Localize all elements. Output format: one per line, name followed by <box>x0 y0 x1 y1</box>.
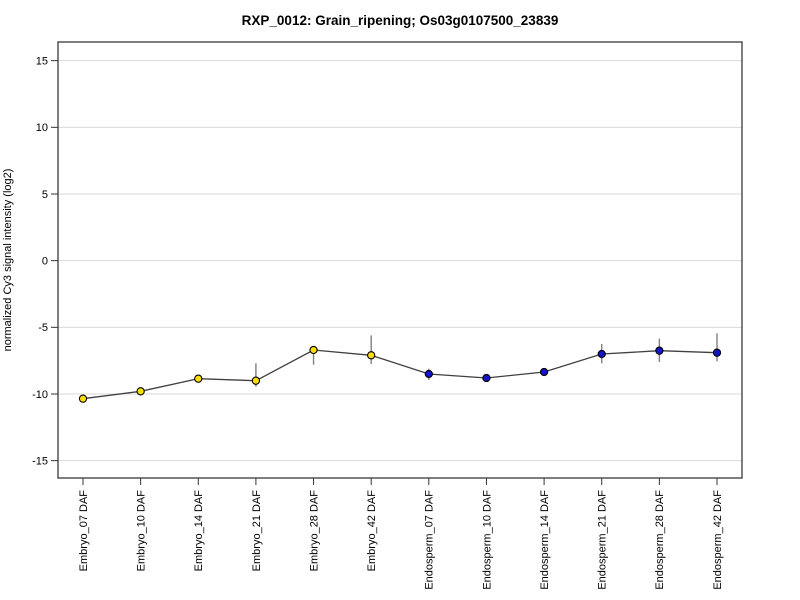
y-tick-label: -10 <box>32 389 48 401</box>
series-line <box>82 349 718 400</box>
x-tick-label: Endosperm_42 DAF <box>712 490 724 590</box>
x-tick-label: Endosperm_07 DAF <box>424 490 436 590</box>
y-tick-label: 0 <box>42 255 48 267</box>
x-tick-label: Embryo_28 DAF <box>308 490 320 572</box>
data-point <box>194 374 203 383</box>
data-point <box>136 387 145 396</box>
data-point <box>251 376 261 385</box>
x-tick-label: Embryo_14 DAF <box>193 490 205 572</box>
x-tick-label: Embryo_21 DAF <box>251 490 263 572</box>
y-tick-label: 10 <box>36 122 48 134</box>
data-points <box>78 345 722 403</box>
data-point <box>597 349 606 359</box>
y-tick-label: 15 <box>36 55 48 67</box>
y-tick-label: -15 <box>32 455 48 467</box>
y-tick-labels: 15 10 5 0 -5 -10 -15 <box>32 55 48 467</box>
data-point <box>309 345 318 355</box>
y-tick-label: 5 <box>42 189 48 201</box>
x-tick-label: Endosperm_14 DAF <box>539 490 551 590</box>
y-tick-label: -5 <box>38 322 48 334</box>
data-point <box>712 348 722 357</box>
chart-title: RXP_0012: Grain_ripening; Os03g0107500_2… <box>242 13 559 28</box>
gridlines <box>58 60 742 462</box>
y-axis-label: normalized Cy3 signal intensity (log2) <box>2 169 14 352</box>
x-tick-label: Endosperm_28 DAF <box>654 490 666 590</box>
x-tick-labels: Embryo_07 DAF Embryo_10 DAF Embryo_14 DAF E… <box>78 490 724 590</box>
series-path <box>82 349 718 400</box>
data-point <box>367 351 376 360</box>
data-point <box>482 373 491 383</box>
plot-border <box>57 41 743 479</box>
data-point <box>424 369 433 379</box>
x-tick-label: Endosperm_10 DAF <box>481 490 493 590</box>
data-point <box>539 367 549 377</box>
data-point <box>78 394 88 403</box>
data-point <box>655 346 664 355</box>
axis-ticks <box>51 60 718 485</box>
x-tick-label: Embryo_10 DAF <box>135 490 147 572</box>
x-tick-label: Embryo_07 DAF <box>78 490 90 572</box>
x-tick-label: Embryo_42 DAF <box>366 490 378 572</box>
x-tick-label: Endosperm_21 DAF <box>597 490 609 590</box>
error-bars <box>82 333 718 401</box>
